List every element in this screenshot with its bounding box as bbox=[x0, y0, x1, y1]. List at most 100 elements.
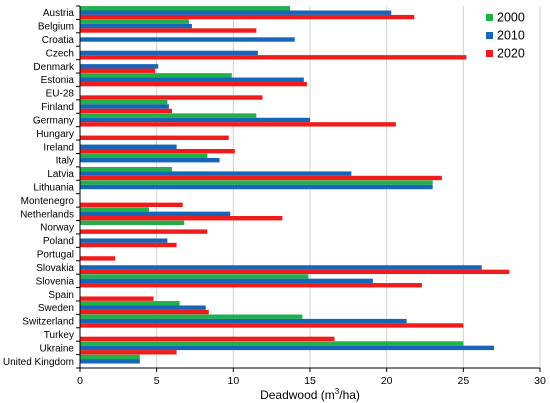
legend-label-2000: 2000 bbox=[497, 11, 525, 25]
bar-estonia-2020 bbox=[80, 81, 307, 87]
bar-estonia-2010 bbox=[80, 77, 304, 82]
bar-czech-2010 bbox=[80, 50, 258, 56]
category-label-slovenia: Slovenia bbox=[36, 276, 75, 287]
category-label-sweden: Sweden bbox=[38, 303, 74, 314]
legend-swatch-2020 bbox=[486, 50, 493, 57]
bar-italy-2010 bbox=[80, 157, 220, 163]
bar-lithuania-2000 bbox=[80, 180, 433, 185]
bar-sweden-2000 bbox=[80, 301, 180, 306]
bar-sweden-2010 bbox=[80, 305, 206, 310]
bar-latvia-2010 bbox=[80, 171, 352, 176]
category-label-lithuania: Lithuania bbox=[33, 183, 74, 194]
bar-slovenia-2000 bbox=[80, 274, 309, 279]
bar-netherlands-2010 bbox=[80, 211, 231, 217]
legend-label-2020: 2020 bbox=[497, 47, 525, 61]
category-label-ireland: Ireland bbox=[43, 142, 74, 153]
bar-belgium-2020 bbox=[80, 28, 257, 33]
legend-swatch-2000 bbox=[486, 14, 493, 21]
bar-finland-2020 bbox=[80, 108, 172, 114]
bar-netherlands-2000 bbox=[80, 207, 149, 212]
bars bbox=[80, 6, 510, 364]
category-label-czech: Czech bbox=[46, 48, 74, 59]
category-label-slovakia: Slovakia bbox=[36, 263, 74, 274]
category-label-united-kingdom: United Kingdom bbox=[3, 357, 74, 368]
x-axis-title: Deadwood (m3/ha) bbox=[260, 387, 360, 402]
category-label-denmark: Denmark bbox=[33, 62, 75, 73]
axes bbox=[76, 5, 541, 372]
category-label-germany: Germany bbox=[33, 115, 74, 126]
category-label-switzerland: Switzerland bbox=[22, 317, 74, 328]
bar-portugal-2020 bbox=[80, 256, 116, 261]
bar-austria-2000 bbox=[80, 6, 291, 11]
bar-finland-2000 bbox=[80, 99, 168, 105]
bar-czech-2020 bbox=[80, 55, 467, 60]
bar-latvia-2020 bbox=[80, 175, 442, 181]
bar-germany-2000 bbox=[80, 113, 257, 118]
bar-austria-2020 bbox=[80, 14, 415, 20]
bar-slovenia-2020 bbox=[80, 283, 422, 288]
x-tick-label-25: 25 bbox=[457, 375, 469, 387]
bar-netherlands-2020 bbox=[80, 216, 283, 221]
legend-swatch-2010 bbox=[486, 32, 493, 39]
x-tick-label-20: 20 bbox=[381, 375, 393, 387]
bar-ireland-2010 bbox=[80, 144, 177, 149]
bar-belgium-2000 bbox=[80, 19, 189, 24]
x-tick-label-30: 30 bbox=[534, 375, 546, 387]
category-label-austria: Austria bbox=[43, 8, 75, 19]
category-label-croatia: Croatia bbox=[42, 35, 75, 46]
bar-slovakia-2010 bbox=[80, 265, 482, 270]
x-tick-label-0: 0 bbox=[77, 375, 83, 387]
category-label-poland: Poland bbox=[43, 236, 74, 247]
category-label-netherlands: Netherlands bbox=[20, 209, 74, 220]
bar-austria-2010 bbox=[80, 10, 392, 15]
bar-germany-2010 bbox=[80, 117, 310, 123]
labels: Austria Belgium Croatia Czech Denmark Estonia… bbox=[3, 8, 546, 402]
bar-finland-2010 bbox=[80, 104, 169, 109]
category-label-norway: Norway bbox=[40, 223, 74, 234]
bar-italy-2000 bbox=[80, 153, 208, 158]
bar-norway-2000 bbox=[80, 220, 185, 226]
x-tick-label-5: 5 bbox=[154, 375, 160, 387]
bar-ireland-2020 bbox=[80, 148, 235, 154]
category-label-italy: Italy bbox=[56, 156, 74, 167]
bar-estonia-2000 bbox=[80, 73, 232, 78]
category-label-portugal: Portugal bbox=[37, 250, 74, 261]
category-label-ukraine: Ukraine bbox=[40, 343, 75, 354]
category-label-belgium: Belgium bbox=[38, 22, 74, 33]
bar-eu-28-2020 bbox=[80, 95, 263, 100]
bar-denmark-2010 bbox=[80, 64, 159, 69]
category-label-estonia: Estonia bbox=[41, 75, 75, 86]
bar-united-kingdom-2000 bbox=[80, 354, 140, 360]
bar-switzerland-2000 bbox=[80, 314, 303, 319]
bar-poland-2020 bbox=[80, 242, 177, 248]
bar-germany-2020 bbox=[80, 122, 396, 127]
bar-ukraine-2020 bbox=[80, 350, 177, 355]
bar-ukraine-2010 bbox=[80, 345, 494, 351]
x-tick-label-10: 10 bbox=[227, 375, 239, 387]
category-label-montenegro: Montenegro bbox=[21, 196, 75, 207]
legend-label-2010: 2010 bbox=[497, 29, 525, 43]
bar-montenegro-2020 bbox=[80, 202, 183, 208]
bar-slovakia-2020 bbox=[80, 269, 510, 275]
bar-poland-2010 bbox=[80, 238, 168, 243]
category-label-finland: Finland bbox=[41, 102, 74, 113]
x-tick-label-15: 15 bbox=[304, 375, 316, 387]
bar-belgium-2010 bbox=[80, 23, 192, 29]
bar-lithuania-2010 bbox=[80, 184, 433, 190]
bar-croatia-2010 bbox=[80, 37, 295, 42]
category-label-spain: Spain bbox=[48, 290, 74, 301]
category-label-eu-28: EU-28 bbox=[46, 89, 75, 100]
category-label-latvia: Latvia bbox=[47, 169, 74, 180]
bar-denmark-2020 bbox=[80, 68, 156, 73]
bar-slovenia-2010 bbox=[80, 278, 373, 284]
bar-sweden-2020 bbox=[80, 309, 209, 315]
bar-switzerland-2010 bbox=[80, 318, 407, 324]
category-label-turkey: Turkey bbox=[44, 330, 74, 341]
bar-switzerland-2020 bbox=[80, 323, 464, 328]
category-label-hungary: Hungary bbox=[36, 129, 74, 140]
bar-spain-2020 bbox=[80, 296, 154, 301]
legend: 2000 2010 2020 bbox=[486, 11, 525, 61]
bar-norway-2020 bbox=[80, 229, 208, 234]
